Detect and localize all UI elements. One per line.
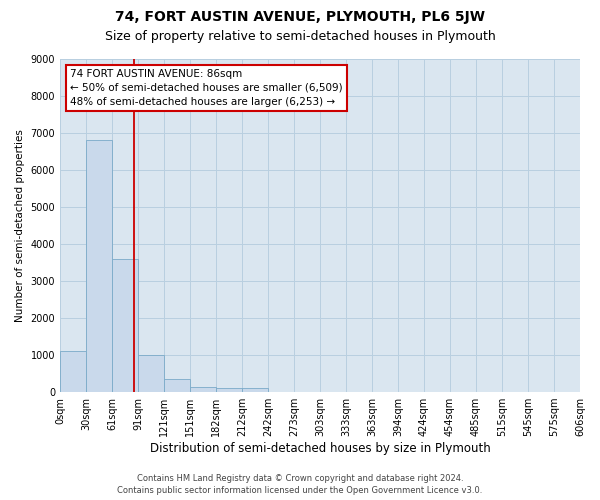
Text: Size of property relative to semi-detached houses in Plymouth: Size of property relative to semi-detach… [104,30,496,43]
Bar [86,140,112,392]
Bar [216,388,242,392]
Text: 74 FORT AUSTIN AVENUE: 86sqm
← 50% of semi-detached houses are smaller (6,509)
4: 74 FORT AUSTIN AVENUE: 86sqm ← 50% of se… [70,69,343,107]
Bar [60,352,86,392]
Bar [242,388,268,392]
Bar [190,386,216,392]
Y-axis label: Number of semi-detached properties: Number of semi-detached properties [15,129,25,322]
Bar [164,379,190,392]
X-axis label: Distribution of semi-detached houses by size in Plymouth: Distribution of semi-detached houses by … [149,442,490,455]
Bar [112,259,138,392]
Text: Contains HM Land Registry data © Crown copyright and database right 2024.
Contai: Contains HM Land Registry data © Crown c… [118,474,482,495]
Bar [138,355,164,392]
Text: 74, FORT AUSTIN AVENUE, PLYMOUTH, PL6 5JW: 74, FORT AUSTIN AVENUE, PLYMOUTH, PL6 5J… [115,10,485,24]
